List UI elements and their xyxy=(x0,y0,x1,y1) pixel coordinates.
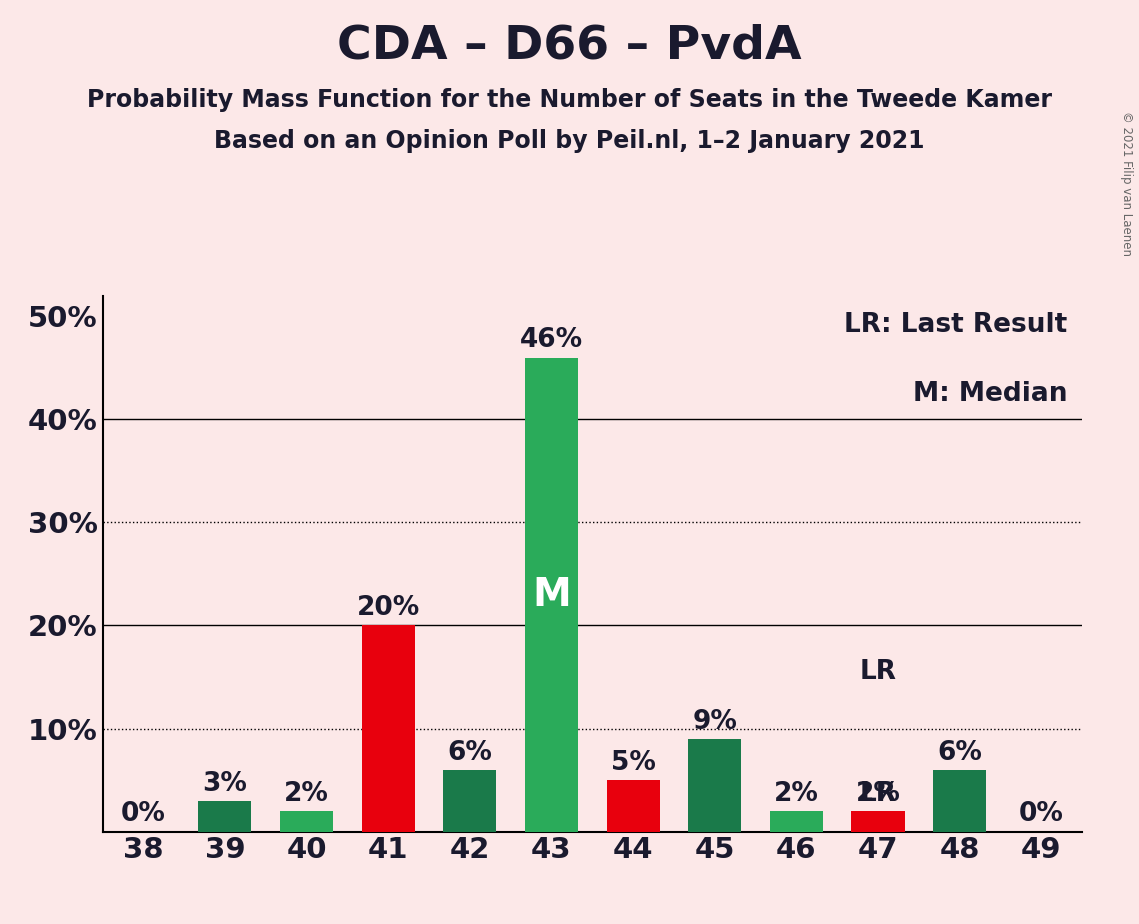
Text: M: M xyxy=(532,576,571,614)
Text: 5%: 5% xyxy=(611,750,656,776)
Bar xyxy=(607,780,659,832)
Text: 46%: 46% xyxy=(519,327,583,353)
Bar xyxy=(852,811,904,832)
Text: 2%: 2% xyxy=(855,781,901,807)
Text: LR: LR xyxy=(860,781,896,807)
Bar xyxy=(362,626,415,832)
Text: 0%: 0% xyxy=(1018,801,1064,828)
Bar xyxy=(443,770,497,832)
Bar xyxy=(198,801,252,832)
Bar xyxy=(280,811,333,832)
Text: 20%: 20% xyxy=(357,595,420,621)
Text: 6%: 6% xyxy=(448,739,492,766)
Bar xyxy=(770,811,822,832)
Text: Probability Mass Function for the Number of Seats in the Tweede Kamer: Probability Mass Function for the Number… xyxy=(87,88,1052,112)
Text: CDA – D66 – PvdA: CDA – D66 – PvdA xyxy=(337,23,802,68)
Text: M: Median: M: Median xyxy=(912,382,1067,407)
Text: 3%: 3% xyxy=(203,771,247,796)
Text: LR: Last Result: LR: Last Result xyxy=(844,311,1067,338)
Text: 0%: 0% xyxy=(121,801,166,828)
Bar xyxy=(933,770,986,832)
Text: LR: LR xyxy=(860,660,896,686)
Text: 2%: 2% xyxy=(284,781,329,807)
Text: © 2021 Filip van Laenen: © 2021 Filip van Laenen xyxy=(1121,111,1133,256)
Text: 2%: 2% xyxy=(773,781,819,807)
Text: Based on an Opinion Poll by Peil.nl, 1–2 January 2021: Based on an Opinion Poll by Peil.nl, 1–2… xyxy=(214,129,925,153)
Bar xyxy=(688,739,741,832)
Bar xyxy=(525,358,577,832)
Text: 9%: 9% xyxy=(693,709,737,735)
Text: 6%: 6% xyxy=(937,739,982,766)
